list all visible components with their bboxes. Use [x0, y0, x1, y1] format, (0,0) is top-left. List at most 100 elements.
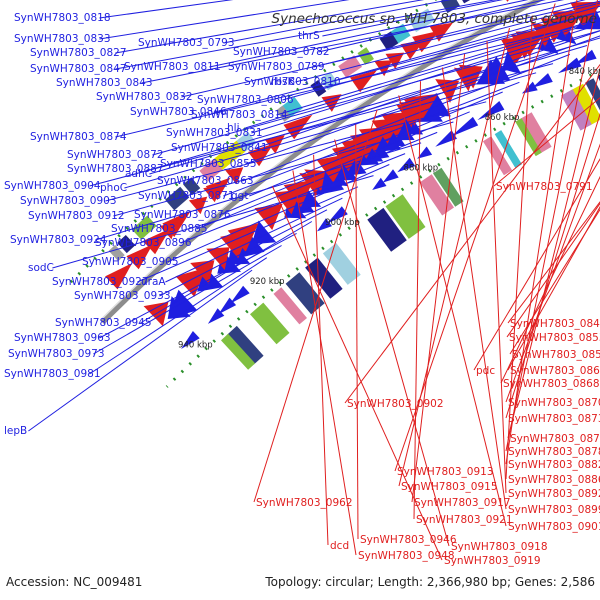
scale-tick-label: 860 kbp — [485, 113, 520, 123]
plus-strand-gene-label: thrS — [298, 30, 320, 42]
minus-strand-gene-arrow — [175, 267, 206, 297]
genome-summary-text: Topology: circular; Length: 2,366,980 bp… — [264, 575, 595, 589]
plus-strand-gene-label: SynWH7803_0827 — [30, 47, 127, 59]
minus-strand-gene-arrow — [321, 94, 342, 112]
plus-strand-gene-label: SynWH7803_0846 — [130, 106, 227, 118]
minus-strand-gene-label: SynWH7803_0921 — [416, 514, 513, 526]
minus-strand-leader-line — [505, 143, 600, 403]
minus-strand-gene-arrow — [274, 189, 301, 215]
scale-tick-label: 920 kbp — [250, 277, 285, 287]
minus-strand-gene-arrow — [506, 0, 509, 2]
minus-strand-gene-label: SynWH7803_0857 — [512, 349, 600, 361]
plus-strand-gene-arrow — [417, 146, 433, 159]
plus-strand-leader-line — [115, 20, 600, 138]
plus-strand-leader-line — [313, 0, 586, 68]
plus-strand-leader-line — [249, 91, 503, 197]
map-title: Synechococcus sp. WH 7803, complete geno… — [272, 11, 597, 27]
plus-strand-leader-line — [99, 232, 297, 339]
plus-strand-gene-label: SynWH7803_0924 — [10, 234, 107, 246]
minus-strand-gene-arrow — [248, 143, 274, 167]
plus-strand-leader-line — [105, 101, 487, 202]
minus-strand-leader-line — [292, 170, 357, 556]
plus-strand-category-block — [226, 325, 264, 365]
plus-strand-leader-line — [89, 257, 268, 375]
plus-strand-leader-line — [245, 20, 600, 129]
plus-strand-leader-line — [159, 209, 328, 297]
plus-strand-gene-arrow — [207, 308, 225, 324]
plus-strand-gene-label: SynWH7803_0806 — [197, 94, 294, 106]
scale-tick-label: 840 kbp — [569, 67, 600, 77]
minus-strand-leader-line — [507, 206, 600, 371]
plus-strand-leader-line — [167, 164, 390, 263]
plus-strand-leader-line — [196, 131, 438, 230]
plus-strand-gene-label: SynWH7803_0887 — [67, 163, 164, 175]
plus-strand-leader-line — [242, 53, 571, 182]
plus-strand-leader-line — [140, 221, 313, 324]
plus-strand-gene-label: SynWH7803_0885 — [111, 223, 208, 235]
plus-strand-leader-line — [215, 10, 600, 113]
minus-strand-category-block — [199, 158, 223, 182]
plus-strand-leader-line — [329, 5, 600, 83]
plus-strand-gene-label: SynWH7803_0818 — [14, 12, 111, 24]
minus-strand-gene-arrow — [220, 230, 250, 259]
plus-strand-leader-line — [152, 37, 600, 170]
plus-strand-gene-label: SynWH7803_0855 — [160, 158, 257, 170]
plus-strand-category-block — [250, 302, 290, 345]
plus-strand-leader-line — [52, 175, 374, 269]
plus-strand-gene-label: SynWH7803_0933 — [74, 290, 171, 302]
label-leader-layer — [28, 0, 600, 561]
plus-strand-category-block — [367, 207, 407, 252]
minus-strand-category-block — [440, 0, 460, 14]
plus-strand-gene-label: SynWH7803_0841 — [171, 142, 268, 154]
minus-strand-gene-arrow — [371, 118, 401, 144]
plus-strand-gene-arrow — [532, 73, 553, 88]
plus-strand-leader-line — [181, 0, 600, 98]
minus-strand-gene-label: dcd — [330, 540, 349, 552]
minus-strand-gene-label: SynWH7803_0886 — [508, 474, 600, 486]
minus-strand-gene-label: SynWH7803_0917 — [414, 497, 511, 509]
plus-strand-gene-label: SynWH7803_0973 — [8, 348, 105, 360]
plus-strand-gene-arrow — [181, 331, 200, 349]
plus-strand-gene-label: rbsK — [271, 76, 295, 88]
scale-tick-label: 940 kbp — [178, 340, 213, 350]
plus-strand-gene-label: SynWH7803_0789 — [228, 61, 325, 73]
minus-strand-gene-label: SynWH7803_0864 — [510, 365, 600, 377]
plus-strand-gene-label: SynWH7803_0810 — [244, 76, 341, 88]
minus-strand-gene-label: SynWH7803_0913 — [397, 466, 494, 478]
minus-strand-gene-label: SynWH7803_0878 — [508, 446, 600, 458]
plus-strand-gene-label: SynWH7803_0843 — [56, 77, 153, 89]
plus-strand-gene-arrow — [230, 285, 250, 304]
minus-strand-category-block — [117, 235, 136, 254]
plus-strand-category-block — [494, 130, 522, 169]
minus-strand-leader-line — [398, 27, 510, 487]
plus-strand-gene-label: SynWH7803_0831 — [166, 127, 263, 139]
minus-strand-gene-label: SynWH7803_0882 — [508, 459, 600, 471]
plus-strand-gene-label: SynWH7803_0814 — [191, 109, 288, 121]
plus-strand-gene-label: ggt — [231, 190, 248, 202]
minus-strand-category-block — [462, 0, 471, 4]
plus-strand-leader-line — [152, 30, 600, 156]
minus-strand-gene-arrow — [206, 247, 230, 270]
minus-strand-leader-line — [507, 201, 600, 324]
minus-strand-gene-label: SynWH7803_0853 — [509, 332, 600, 344]
plus-strand-leader-line — [245, 35, 600, 165]
minus-strand-leader-line — [355, 124, 359, 540]
minus-strand-gene-label: SynWH7803_0919 — [444, 555, 541, 567]
plus-strand-gene-label: adhC — [125, 168, 152, 180]
plus-strand-gene-label: SynWH7803_0811 — [124, 61, 221, 73]
minus-strand-leader-line — [441, 67, 507, 510]
minus-strand-leader-line — [313, 154, 329, 546]
minus-strand-leader-line — [398, 95, 507, 527]
plus-strand-leader-line — [276, 18, 600, 116]
minus-strand-gene-label: SynWH7803_0842 — [510, 318, 600, 330]
minus-strand-gene-label: SynWH7803_0915 — [401, 481, 498, 493]
minus-strand-gene-label: SynWH7803_0873 — [508, 413, 600, 425]
minus-strand-leader-line — [505, 112, 600, 419]
minus-strand-leader-line — [500, 175, 600, 384]
plus-strand-category-block — [273, 287, 307, 325]
minus-strand-gene-label: SynWH7803_0946 — [360, 534, 457, 546]
plus-strand-leader-line — [93, 245, 282, 355]
minus-strand-gene-arrow — [126, 244, 153, 270]
